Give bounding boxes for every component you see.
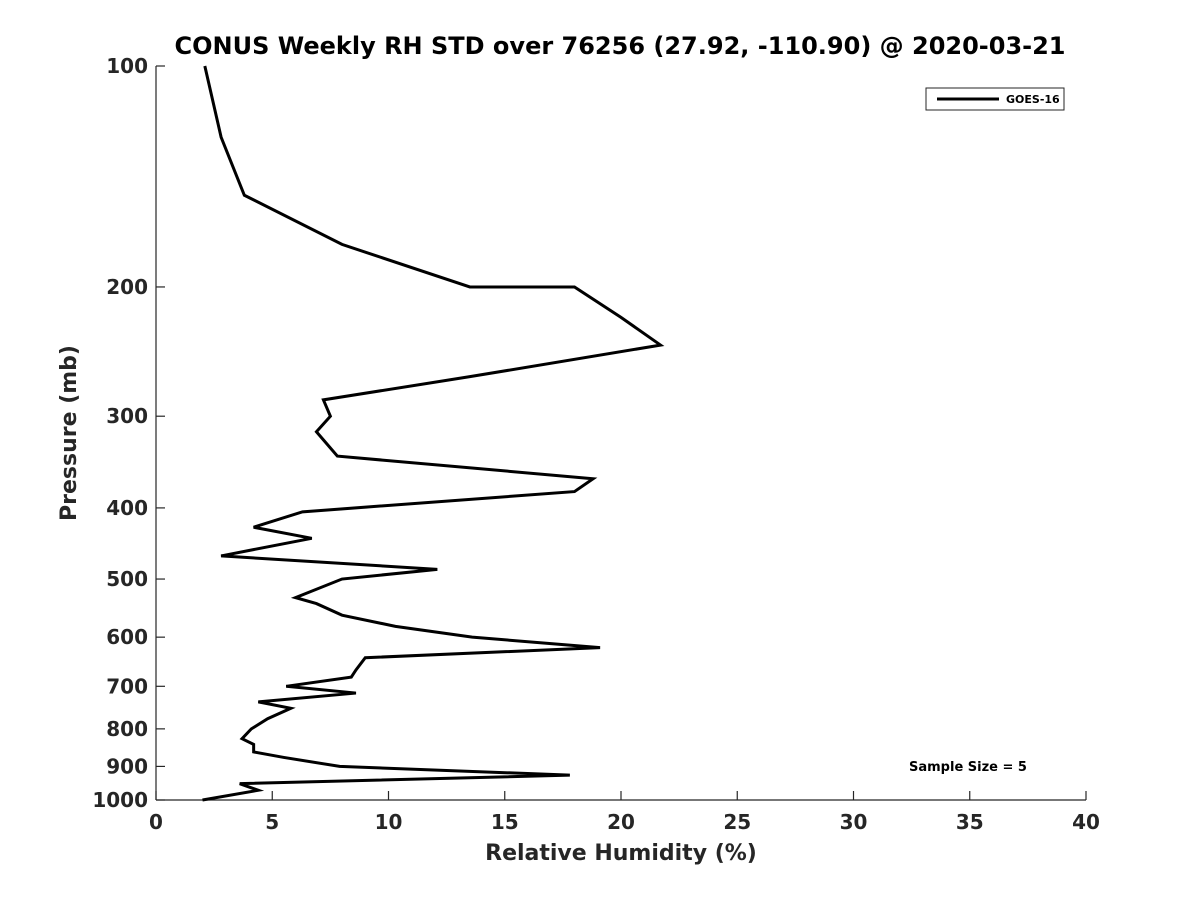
x-tick-label: 15 [491,810,519,834]
y-axis-label: Pressure (mb) [57,345,82,521]
y-tick-label: 800 [106,717,148,741]
y-tick-label: 500 [106,567,148,591]
x-axis: 0 5 10 15 20 25 30 35 40 [149,791,1100,834]
x-axis-label: Relative Humidity (%) [485,841,757,866]
x-tick-label: 40 [1072,810,1100,834]
x-tick-label: 30 [840,810,868,834]
series-layer [202,65,665,802]
legend: GOES-16 [925,87,1065,111]
y-axis: 100 200 300 400 500 600 700 800 900 1000 [92,54,165,812]
series-line-goes-16 [202,65,665,802]
y-tick-label: 200 [106,275,148,299]
x-tick-label: 35 [956,810,984,834]
y-tick-label: 100 [106,54,148,78]
y-tick-label: 700 [106,674,148,698]
y-tick-label: 600 [106,625,148,649]
x-tick-label: 5 [265,810,279,834]
x-tick-label: 25 [723,810,751,834]
legend-entry-goes-16: GOES-16 [1006,93,1060,106]
x-tick-label: 0 [149,810,163,834]
y-tick-label: 900 [106,754,148,778]
y-tick-label: 300 [106,404,148,428]
y-tick-label: 400 [106,496,148,520]
y-tick-label: 1000 [92,788,148,812]
plot-area [156,66,1086,800]
x-tick-label: 10 [375,810,403,834]
x-tick-label: 20 [607,810,635,834]
sample-size-annotation: Sample Size = 5 [909,760,1027,775]
chart-title: CONUS Weekly RH STD over 76256 (27.92, -… [174,32,1065,60]
